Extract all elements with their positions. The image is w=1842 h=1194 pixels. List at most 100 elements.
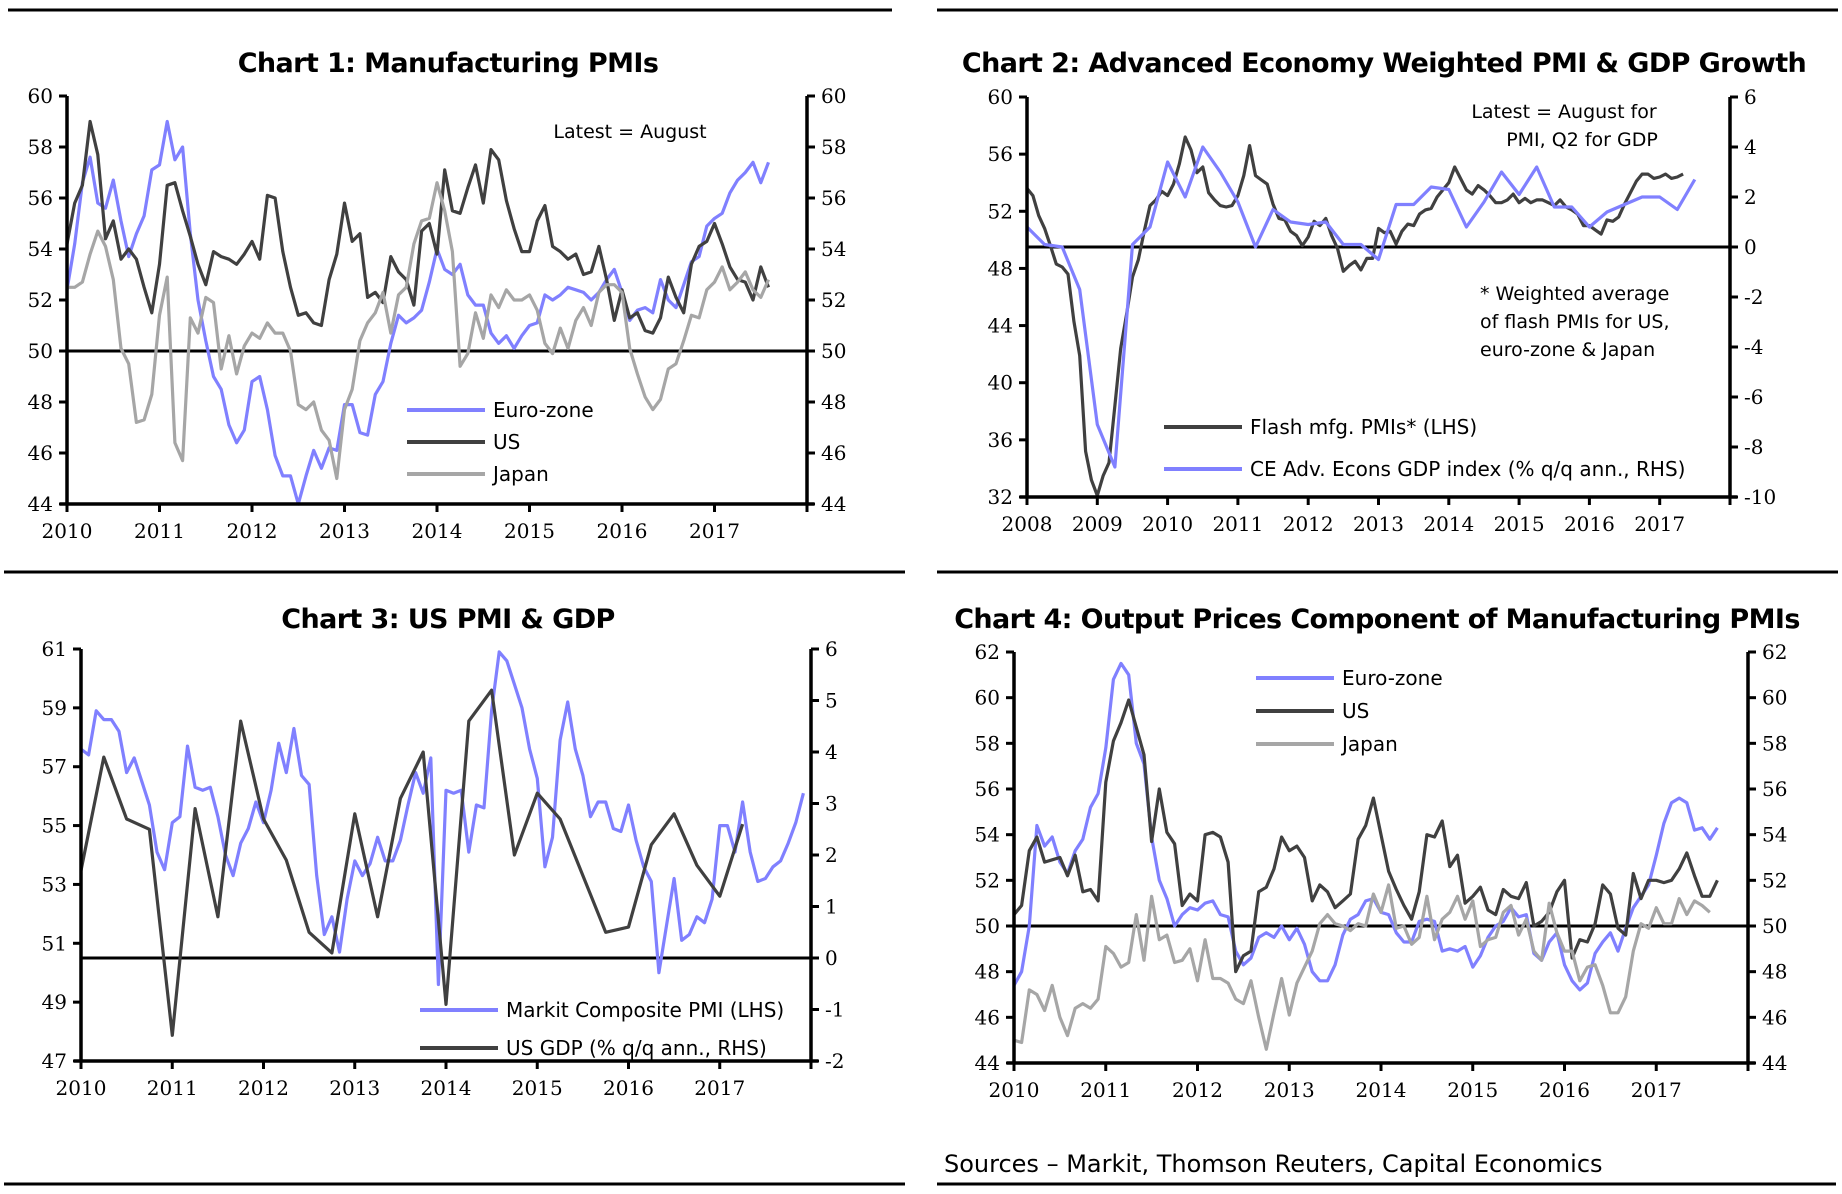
chart3-x-tick-label: 2013: [329, 1076, 380, 1100]
chart1-x-tick-label: 2015: [504, 519, 555, 543]
chart4-right-tick-label: 50: [1762, 914, 1787, 938]
chart2-right-tick-label: -10: [1744, 485, 1776, 509]
chart1-right-tick-label: 50: [821, 339, 846, 363]
chart4-right-tick-label: 52: [1762, 868, 1787, 892]
chart4-left-tick-label: 54: [975, 823, 1000, 847]
chart1-right-tick-label: 56: [821, 186, 846, 210]
chart2-right-tick-label: -8: [1744, 435, 1763, 459]
chart1-legend-label: Euro-zone: [493, 398, 594, 422]
chart2-left-tick-label: 36: [988, 428, 1013, 452]
chart4-left-tick-label: 50: [975, 914, 1000, 938]
chart4-right-tick-label: 56: [1762, 777, 1787, 801]
chart3-left-tick-label: 57: [42, 755, 67, 779]
chart4-legend-label: Japan: [1340, 732, 1398, 756]
chart2-left-tick-label: 52: [988, 199, 1013, 223]
chart4-left-tick-label: 48: [975, 960, 1000, 984]
chart1-x-tick-label: 2017: [689, 519, 740, 543]
chart1-right-tick-label: 58: [821, 135, 846, 159]
chart3-left-tick-label: 51: [42, 931, 67, 955]
chart3-legend-label: US GDP (% q/q ann., RHS): [506, 1036, 767, 1060]
chart2-x-tick-label: 2009: [1072, 512, 1123, 536]
chart2-x-tick-label: 2013: [1353, 512, 1404, 536]
chart1-series-us: [65, 119, 770, 335]
chart1-left-tick-label: 44: [28, 492, 53, 516]
chart2-left-tick-label: 60: [988, 85, 1013, 109]
chart4-x-tick-label: 2016: [1539, 1078, 1590, 1102]
chart1-x-tick-label: 2011: [134, 519, 185, 543]
chart1-left-tick-label: 56: [28, 186, 53, 210]
chart3-x-tick-label: 2014: [421, 1076, 472, 1100]
chart2-note-line2: of flash PMIs for US,: [1480, 311, 1670, 333]
chart4-x-tick-label: 2015: [1447, 1078, 1498, 1102]
chart2-x-tick-label: 2016: [1564, 512, 1615, 536]
chart4-left-tick-label: 46: [975, 1005, 1000, 1029]
chart4-right-tick-label: 58: [1762, 731, 1787, 755]
chart3-right-tick-label: 5: [825, 689, 838, 713]
chart1-left-tick-label: 46: [28, 441, 53, 465]
chart2-legend-label: CE Adv. Econs GDP index (% q/q ann., RHS…: [1250, 457, 1685, 481]
chart4-right-tick-label: 54: [1762, 823, 1787, 847]
chart3-left-tick-label: 53: [42, 872, 67, 896]
chart3-right-tick-label: -1: [825, 998, 844, 1022]
chart4-left-tick-label: 60: [975, 686, 1000, 710]
chart3-x-tick-label: 2016: [603, 1076, 654, 1100]
chart1-right-tick-label: 54: [821, 237, 846, 261]
chart3-right-tick-label: 1: [825, 895, 838, 919]
chart4-right-tick-label: 46: [1762, 1005, 1787, 1029]
chart1-series-japan: [67, 181, 770, 481]
chart1-left-tick-label: 58: [28, 135, 53, 159]
chart3-x-tick-label: 2015: [512, 1076, 563, 1100]
chart4-x-tick-label: 2010: [989, 1078, 1040, 1102]
chart2-left-tick-label: 56: [988, 142, 1013, 166]
chart4-series-us: [1012, 698, 1719, 974]
chart4-x-tick-label: 2012: [1172, 1078, 1223, 1102]
chart3-x-tick-label: 2012: [238, 1076, 289, 1100]
chart1-title: Chart 1: Manufacturing PMIs: [238, 48, 659, 79]
chart1-right-tick-label: 44: [821, 492, 846, 516]
chart2-x-tick-label: 2011: [1212, 512, 1263, 536]
chart2-left-tick-label: 40: [988, 371, 1013, 395]
chart3-right-tick-label: 3: [825, 792, 838, 816]
chart3-right-tick-label: -2: [825, 1049, 844, 1073]
chart1-left-tick-label: 54: [28, 237, 53, 261]
chart1-right-tick-label: 48: [821, 390, 846, 414]
chart3-x-tick-label: 2011: [147, 1076, 198, 1100]
chart4-legend-label: US: [1342, 699, 1369, 723]
chart2-right-tick-label: 2: [1744, 185, 1757, 209]
chart4-right-tick-label: 48: [1762, 960, 1787, 984]
chart2-right-tick-label: -2: [1744, 285, 1763, 309]
chart2-title: Chart 2: Advanced Economy Weighted PMI &…: [962, 48, 1806, 79]
chart2-x-tick-label: 2014: [1423, 512, 1474, 536]
chart4-title: Chart 4: Output Prices Component of Manu…: [954, 604, 1800, 635]
chart4-left-tick-label: 44: [975, 1051, 1000, 1075]
chart1: 44 46 48 50 52 54 56 58 60 44 46 48 50 52 54 56 58 60 2010…: [28, 84, 847, 543]
chart3: 47 49 51 53 55 57 59 61 -2 -1 0 1 2 3 4 5 6 2010 2011 2012 2…: [42, 637, 845, 1100]
chart2-left-tick-label: 32: [988, 485, 1013, 509]
chart1-x-tick-label: 2013: [319, 519, 370, 543]
chart4-left-tick-label: 62: [975, 640, 1000, 664]
chart4-legend-label: Euro-zone: [1342, 666, 1443, 690]
chart3-left-tick-label: 55: [42, 814, 67, 838]
chart3-right-tick-label: 6: [825, 637, 838, 661]
chart4-left-tick-label: 56: [975, 777, 1000, 801]
chart2-x-tick-label: 2017: [1634, 512, 1685, 536]
chart3-left-tick-label: 47: [42, 1049, 67, 1073]
chart3-right-tick-label: 4: [825, 740, 838, 764]
chart1-right-tick-label: 46: [821, 441, 846, 465]
chart3-title: Chart 3: US PMI & GDP: [281, 604, 614, 635]
chart3-right-tick-label: 2: [825, 843, 838, 867]
chart2-right-tick-label: 6: [1744, 85, 1757, 109]
source-note: Sources – Markit, Thomson Reuters, Capit…: [944, 1150, 1603, 1178]
chart3-left-tick-label: 59: [42, 696, 67, 720]
chart3-series-us-gdp-q-q-ann-rhs: [79, 688, 745, 1037]
chart4: 44 46 48 50 52 54 56 58 60 62 44 46 48 50 52 54 56 58 60 62…: [975, 640, 1788, 1102]
chart1-right-tick-label: 60: [821, 84, 846, 108]
chart1-x-tick-label: 2016: [597, 519, 648, 543]
chart4-left-tick-label: 58: [975, 731, 1000, 755]
chart1-left-tick-label: 60: [28, 84, 53, 108]
chart3-x-tick-label: 2017: [694, 1076, 745, 1100]
chart1-legend-label: Japan: [491, 462, 549, 486]
chart4-right-tick-label: 44: [1762, 1051, 1787, 1075]
chart2-note-line1: * Weighted average: [1480, 283, 1669, 305]
